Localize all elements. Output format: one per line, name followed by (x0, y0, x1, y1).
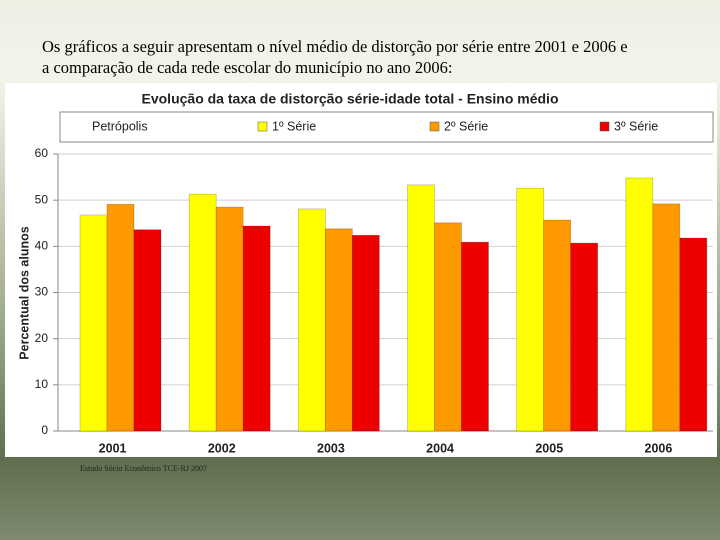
bar (461, 241, 489, 432)
y-tick-label: 0 (41, 423, 48, 437)
bar (625, 177, 654, 432)
y-tick-label: 20 (35, 331, 49, 345)
heading-line: Os gráficos a seguir apresentam o nível … (42, 37, 628, 56)
bar (188, 193, 217, 432)
heading: Os gráficos a seguir apresentam o nível … (42, 36, 628, 78)
legend-swatch (429, 121, 440, 132)
bar (79, 214, 108, 432)
x-tick-label: 2002 (208, 441, 236, 455)
bar (570, 242, 599, 432)
bar (407, 184, 435, 432)
chart-title: Evolução da taxa de distorção série-idad… (142, 91, 559, 107)
bar (297, 208, 326, 432)
x-tick-label: 2006 (645, 441, 673, 455)
heading-line: a comparação de cada rede escolar do mun… (42, 58, 453, 77)
bar (434, 222, 462, 432)
legend-label: 3º Série (614, 119, 658, 133)
x-tick-label: 2004 (426, 441, 454, 455)
y-tick-label: 30 (35, 285, 49, 299)
y-tick-label: 40 (35, 239, 49, 253)
bar (516, 187, 545, 432)
bar (543, 219, 572, 432)
bar (242, 225, 271, 432)
bar (351, 234, 380, 432)
y-tick-label: 10 (35, 377, 49, 391)
bar (652, 203, 681, 432)
x-tick-label: 2001 (99, 441, 127, 455)
bar (679, 237, 708, 432)
bar (324, 228, 353, 432)
legend-swatch (257, 121, 268, 132)
legend-title: Petrópolis (92, 119, 148, 133)
source-note: Estudo Sócio Econômico TCE-RJ 2007 (80, 464, 207, 473)
legend-label: 2º Série (444, 119, 488, 133)
y-tick-label: 50 (35, 192, 49, 206)
y-tick-label: 60 (35, 146, 49, 160)
legend-swatch (599, 121, 610, 132)
bar (133, 229, 162, 432)
x-tick-label: 2003 (317, 441, 345, 455)
y-axis-label: Percentual dos alunos (17, 226, 31, 359)
legend-label: 1º Série (272, 119, 316, 133)
bar (106, 203, 135, 432)
bar (215, 206, 244, 432)
x-tick-label: 2005 (535, 441, 563, 455)
